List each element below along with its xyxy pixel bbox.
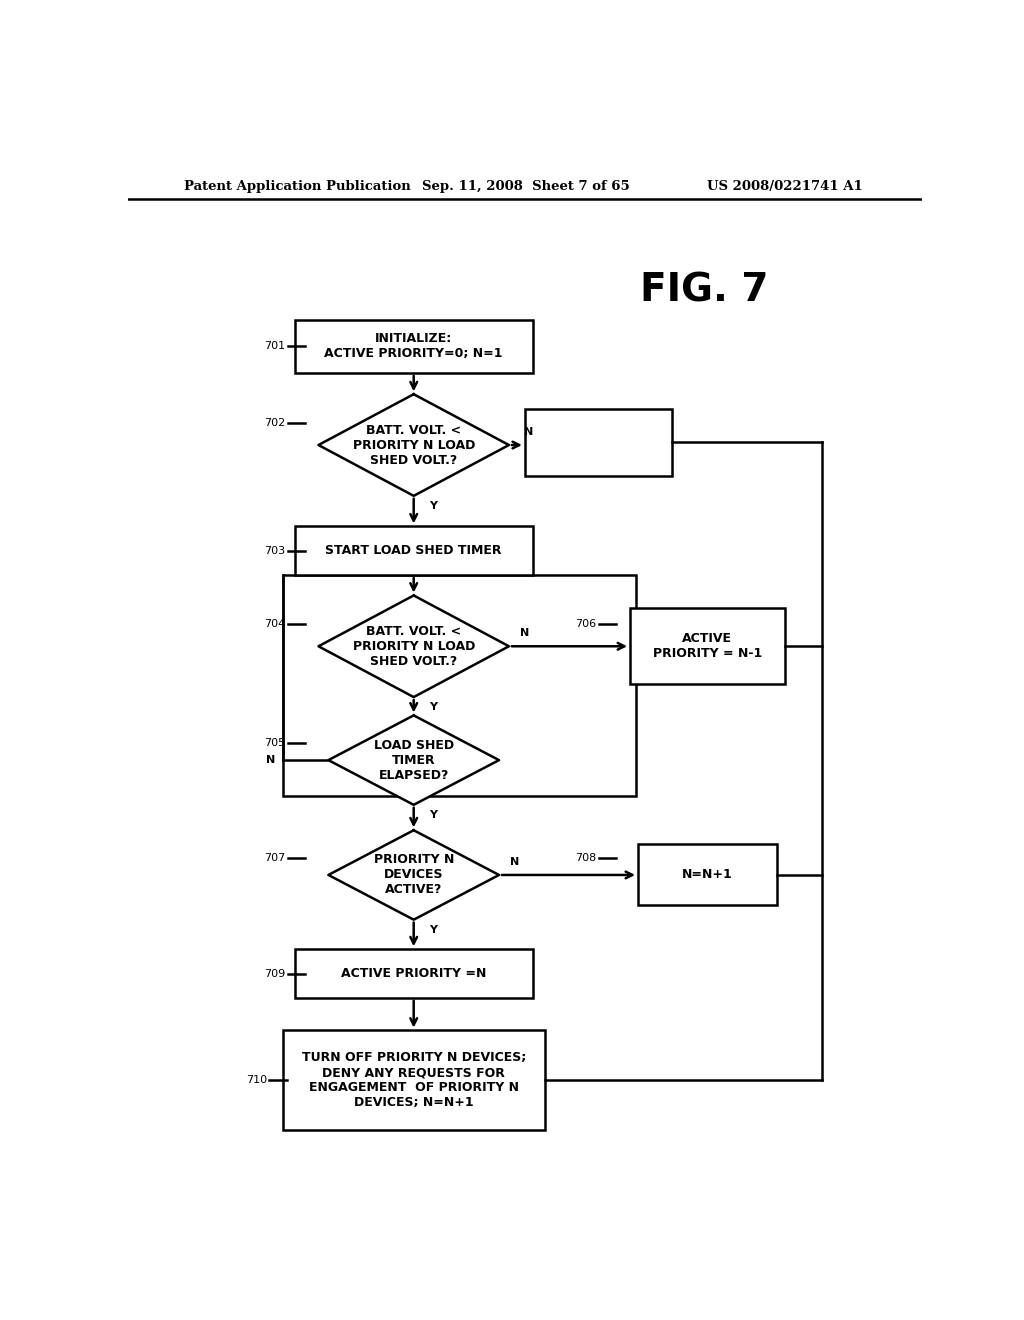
Text: ACTIVE
PRIORITY = N-1: ACTIVE PRIORITY = N-1 (652, 632, 762, 660)
Text: 710: 710 (246, 1076, 267, 1085)
Text: TURN OFF PRIORITY N DEVICES;
DENY ANY REQUESTS FOR
ENGAGEMENT  OF PRIORITY N
DEV: TURN OFF PRIORITY N DEVICES; DENY ANY RE… (302, 1051, 525, 1109)
Text: FIG. 7: FIG. 7 (640, 272, 768, 309)
Text: 701: 701 (264, 342, 285, 351)
Text: LOAD SHED
TIMER
ELAPSED?: LOAD SHED TIMER ELAPSED? (374, 739, 454, 781)
Text: Y: Y (430, 702, 437, 713)
Text: Sep. 11, 2008  Sheet 7 of 65: Sep. 11, 2008 Sheet 7 of 65 (422, 181, 630, 193)
Text: PRIORITY N
DEVICES
ACTIVE?: PRIORITY N DEVICES ACTIVE? (374, 854, 454, 896)
Text: 704: 704 (264, 619, 285, 628)
Text: N=N+1: N=N+1 (682, 869, 733, 882)
Text: 702: 702 (264, 417, 285, 428)
FancyBboxPatch shape (638, 845, 777, 906)
FancyBboxPatch shape (524, 409, 672, 475)
FancyBboxPatch shape (295, 319, 532, 372)
Text: START LOAD SHED TIMER: START LOAD SHED TIMER (326, 544, 502, 557)
Polygon shape (329, 715, 499, 805)
Polygon shape (329, 830, 499, 920)
Text: Patent Application Publication: Patent Application Publication (183, 181, 411, 193)
Text: N: N (265, 755, 274, 766)
Polygon shape (318, 395, 509, 496)
FancyBboxPatch shape (295, 949, 532, 998)
FancyBboxPatch shape (283, 1031, 545, 1130)
Text: N: N (510, 857, 519, 867)
Text: BATT. VOLT. <
PRIORITY N LOAD
SHED VOLT.?: BATT. VOLT. < PRIORITY N LOAD SHED VOLT.… (352, 424, 475, 466)
Text: N: N (520, 628, 529, 638)
Text: 703: 703 (264, 545, 285, 556)
FancyBboxPatch shape (630, 609, 784, 684)
Text: BATT. VOLT. <
PRIORITY N LOAD
SHED VOLT.?: BATT. VOLT. < PRIORITY N LOAD SHED VOLT.… (352, 624, 475, 668)
Text: INITIALIZE:
ACTIVE PRIORITY=0; N=1: INITIALIZE: ACTIVE PRIORITY=0; N=1 (325, 333, 503, 360)
FancyBboxPatch shape (295, 527, 532, 576)
Text: 708: 708 (574, 853, 596, 863)
Text: 705: 705 (264, 738, 285, 748)
Text: 706: 706 (575, 619, 596, 628)
Text: Y: Y (430, 810, 437, 820)
Text: 709: 709 (264, 969, 285, 978)
Text: N: N (524, 426, 534, 437)
Text: US 2008/0221741 A1: US 2008/0221741 A1 (708, 181, 863, 193)
Text: ACTIVE PRIORITY =N: ACTIVE PRIORITY =N (341, 968, 486, 979)
Polygon shape (318, 595, 509, 697)
Text: Y: Y (430, 925, 437, 935)
Text: Y: Y (430, 502, 437, 511)
Text: 707: 707 (264, 853, 285, 863)
